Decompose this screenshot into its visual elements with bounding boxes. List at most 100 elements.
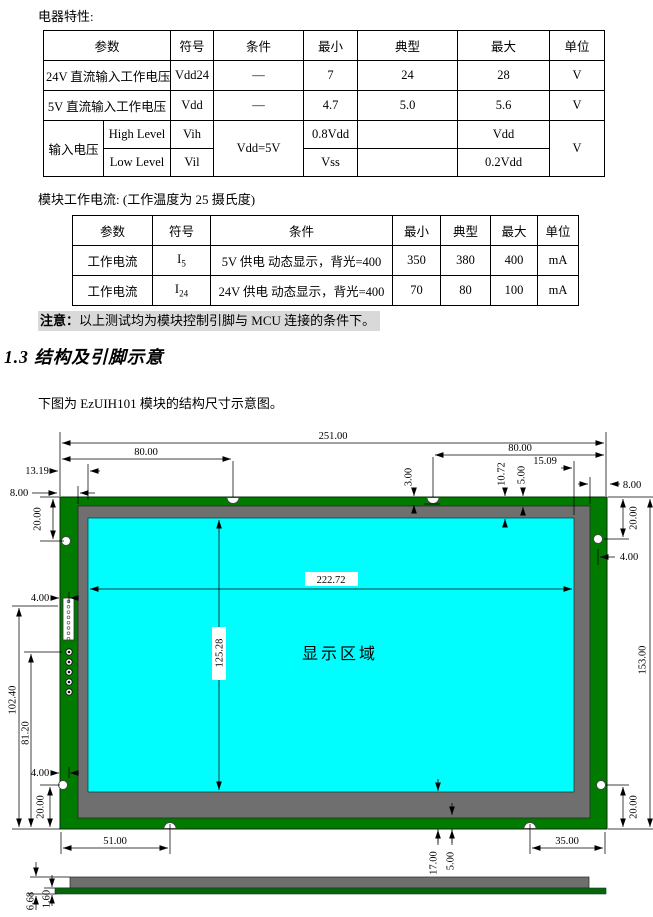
table-cell: High Level — [102, 120, 172, 149]
table-cell: 条件 — [213, 30, 305, 61]
table-cell: 最大 — [490, 215, 538, 246]
section-heading: 1.3 结构及引脚示意 — [4, 347, 164, 367]
table-cell: 400 — [490, 245, 538, 276]
note-label: 注意： — [40, 313, 80, 328]
table-cell: Vdd — [457, 120, 551, 149]
dim-hole-top-left-y: 20.00 — [33, 507, 44, 531]
table-cell: 参数 — [72, 215, 153, 246]
side-view-frame — [69, 876, 590, 889]
table-cell: 符号 — [170, 30, 215, 61]
hole-top-right — [593, 534, 603, 544]
dim-edge-to-display-left: 13.19 — [25, 466, 49, 477]
dim-hole-left-offset: 80.00 — [134, 447, 158, 458]
table-cell: V — [549, 90, 606, 121]
table-cell: — — [213, 90, 305, 121]
table-cell: 5V 供电 动态显示，背光=400 — [210, 245, 393, 276]
table-cell: mA — [537, 245, 579, 276]
note-text: 以上测试均为模块控制引脚与 MCU 连接的条件下。 — [79, 313, 376, 328]
table-cell: Vdd=5V — [213, 120, 305, 177]
hole-bottom-right — [596, 780, 606, 790]
dim-display-to-bottom: 17.00 — [429, 851, 440, 875]
dim-hole-bottom-right-y: 20.00 — [629, 795, 640, 819]
module-structure-diagram: 251.00 80.00 80.00 15.09 8.00 13.19 8.00… — [8, 431, 653, 910]
label-backing — [305, 572, 358, 586]
table-cell: 典型 — [440, 215, 491, 246]
dim-notch-depth: 3.00 — [404, 468, 415, 486]
table-cell: 工作电流 — [72, 245, 153, 276]
table-cell: 单位 — [537, 215, 579, 246]
table-cell: 24V 供电 动态显示，背光=400 — [210, 275, 393, 306]
dim-hole-right-offset: 80.00 — [508, 443, 532, 454]
display-area-label: 显示区域 — [302, 645, 378, 663]
table-cell: 100 — [490, 275, 538, 306]
table-row: 工作电流 I24 24V 供电 动态显示，背光=400 70 80 100 mA — [72, 275, 579, 306]
table-cell: 350 — [392, 245, 441, 276]
table-cell: Vdd — [170, 90, 215, 121]
table-row: 24V 直流输入工作电压 Vdd24 — 7 24 28 V — [42, 60, 606, 91]
table-header-row: 参数 符号 条件 最小 典型 最大 单位 — [72, 215, 579, 246]
module-side-view — [54, 876, 607, 895]
dim-bottom-hole-left: 51.00 — [103, 836, 127, 847]
dim-top-to-frame: 5.00 — [517, 466, 528, 484]
dimension-labels: 251.00 80.00 80.00 15.09 8.00 13.19 8.00… — [8, 431, 649, 910]
dim-connector-offset: 4.00 — [31, 593, 49, 604]
table-cell: 70 — [392, 275, 441, 306]
table-cell: 最小 — [392, 215, 441, 246]
electrical-characteristics-table: 参数 符号 条件 最小 典型 最大 单位 24V 直流输入工作电压 Vdd24 … — [42, 30, 606, 177]
table-cell: 28 — [457, 60, 551, 91]
dim-pad-span: 81.20 — [21, 721, 32, 745]
dim-hole-top-right-y: 20.00 — [629, 506, 640, 530]
table-cell: Vih — [170, 120, 215, 149]
dim-pcb-thickness: 1.60 — [42, 890, 53, 908]
table-cell: I24 — [152, 275, 211, 306]
electrical-characteristics-label: 电器特性: — [38, 9, 94, 24]
table-cell: V — [549, 60, 606, 91]
dim-display-to-edge-right: 15.09 — [533, 456, 557, 467]
table-cell: 条件 — [210, 215, 393, 246]
table-cell: Vil — [170, 148, 215, 177]
dim-frame-to-bottom: 5.00 — [446, 852, 457, 870]
dim-display-width: 222.72 — [317, 575, 346, 586]
table-cell: 5.0 — [357, 90, 459, 121]
table-cell — [357, 120, 459, 149]
table-cell: 输入电压 — [43, 120, 104, 177]
operating-current-label: 模块工作电流: (工作温度为 25 摄氏度) — [38, 192, 256, 207]
table-cell: 24 — [357, 60, 459, 91]
dim-total-height: 153.00 — [638, 646, 649, 675]
module-front-view — [59, 496, 608, 830]
table-header-row: 参数 符号 条件 最小 典型 最大 单位 — [42, 30, 606, 61]
table-cell: 0.8Vdd — [303, 120, 359, 149]
label-backing — [212, 627, 226, 680]
dim-connector-span: 102.40 — [8, 686, 19, 715]
table-cell: 80 — [440, 275, 491, 306]
dim-total-width: 251.00 — [319, 431, 348, 442]
figure-intro: 下图为 EzUIH101 模块的结构尺寸示意图。 — [38, 396, 283, 411]
notch-top-left — [226, 497, 240, 504]
solder-pads — [65, 648, 73, 696]
note-line: 注意：以上测试均为模块控制引脚与 MCU 连接的条件下。 — [38, 310, 381, 331]
dim-total-thickness: 6.68 — [26, 892, 37, 910]
table-cell: Vss — [303, 148, 359, 177]
table-cell: 最大 — [457, 30, 551, 61]
table-row: 输入电压 High Level Vih Vdd=5V 0.8Vdd Vdd V — [43, 120, 606, 177]
table-cell: 最小 — [303, 30, 359, 61]
table-cell: 参数 — [42, 30, 172, 61]
table-cell: 380 — [440, 245, 491, 276]
dim-hole-bottom-left-y: 20.00 — [36, 795, 47, 819]
table-cell: 5.6 — [457, 90, 551, 121]
table-cell: 24V 直流输入工作电压 — [42, 60, 172, 91]
dim-edge-to-frame-left: 8.00 — [10, 488, 28, 499]
side-view-pcb — [54, 887, 607, 895]
note-highlight: 注意：以上测试均为模块控制引脚与 MCU 连接的条件下。 — [38, 311, 381, 331]
dim-hole-top-right-x: 4.00 — [620, 552, 638, 563]
table-cell: — — [213, 60, 305, 91]
dim-top-to-display: 10.72 — [497, 462, 508, 486]
table-cell: mA — [537, 275, 579, 306]
dimension-lines — [16, 440, 653, 851]
table-row: 工作电流 I5 5V 供电 动态显示，背光=400 350 380 400 mA — [72, 245, 579, 276]
table-cell: 符号 — [152, 215, 211, 246]
table-cell: Vdd24 — [170, 60, 215, 91]
table-cell: 5V 直流输入工作电压 — [42, 90, 172, 121]
table-row: Low Level Vil Vss 0.2Vdd — [44, 148, 605, 177]
